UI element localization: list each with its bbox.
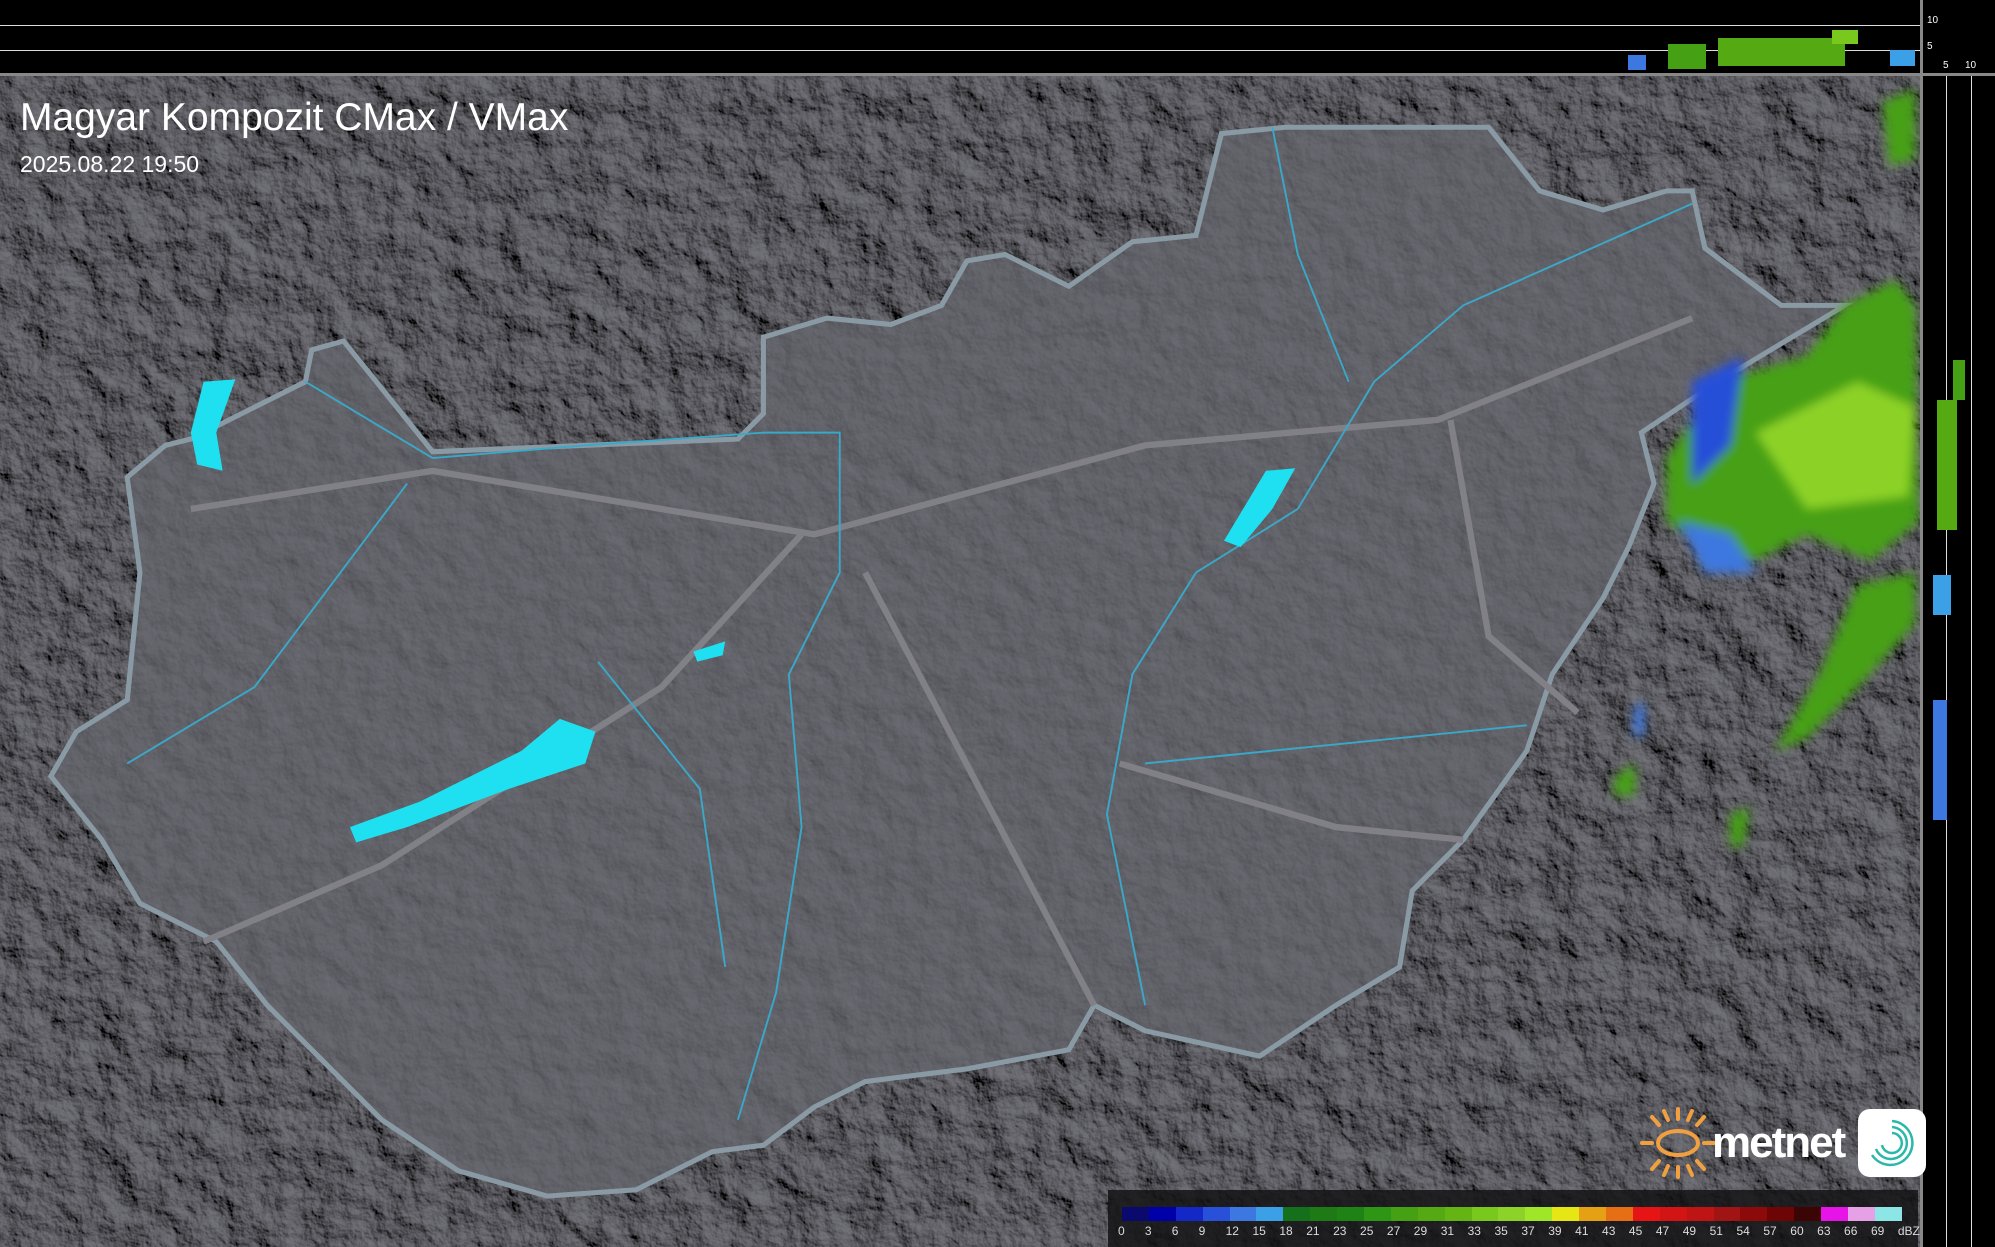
legend-swatch xyxy=(1874,1207,1902,1221)
legend-label: 12 xyxy=(1225,1224,1239,1238)
legend-swatch xyxy=(1552,1207,1580,1221)
legend-unit: dBZ xyxy=(1897,1224,1920,1238)
legend-swatch xyxy=(1498,1207,1526,1221)
legend-swatch xyxy=(1364,1207,1391,1221)
legend-label: 51 xyxy=(1709,1224,1723,1238)
hungary-outline xyxy=(47,124,1855,1199)
legend-label: 27 xyxy=(1386,1224,1401,1238)
tick-label: 10 xyxy=(1927,15,1939,26)
legend-swatch xyxy=(1632,1207,1660,1221)
legend-swatch xyxy=(1471,1207,1499,1221)
dbz-color-legend: 0 3 6 9 12 15 18 21 23 25 27 29 31 33 35 37 39 41 43 45 47 49… xyxy=(1108,1190,1920,1247)
legend-swatch xyxy=(1444,1207,1472,1221)
spiral-icon xyxy=(1858,1109,1927,1177)
legend-swatch xyxy=(1767,1207,1795,1221)
legend-swatch xyxy=(1525,1207,1553,1221)
legend-swatch xyxy=(1175,1207,1203,1221)
legend-swatch xyxy=(1122,1207,1149,1221)
legend-label: 47 xyxy=(1655,1224,1670,1238)
legend-label: 66 xyxy=(1844,1224,1858,1238)
legend-label: 60 xyxy=(1790,1224,1804,1238)
logo-text: metnet xyxy=(1712,1118,1846,1167)
lakes xyxy=(190,379,1296,843)
legend-swatch xyxy=(1579,1207,1607,1221)
legend-labels: 0 3 6 9 12 15 18 21 23 25 27 29 31 33 35 37 39 41 43 45 47 49… xyxy=(1118,1224,1925,1238)
legend-label: 31 xyxy=(1440,1224,1455,1238)
legend-swatch xyxy=(1229,1207,1257,1221)
legend-label: 9 xyxy=(1198,1224,1206,1238)
legend-label: 21 xyxy=(1306,1224,1320,1238)
legend-label: 43 xyxy=(1602,1224,1616,1238)
legend-label: 57 xyxy=(1763,1224,1777,1238)
legend-label: 15 xyxy=(1252,1224,1266,1238)
map-timestamp: 2025.08.22 19:50 xyxy=(20,151,200,177)
legend-swatch xyxy=(1256,1207,1284,1221)
legend-label: 39 xyxy=(1548,1224,1562,1238)
legend-swatch xyxy=(1659,1207,1687,1221)
vertical-profile-top-panel xyxy=(0,0,1920,76)
legend-label: 69 xyxy=(1870,1224,1885,1238)
legend-swatch xyxy=(1740,1207,1768,1221)
vertical-profile-right-panel xyxy=(1920,0,1995,1247)
rivers xyxy=(126,127,1693,1121)
legend-label: 29 xyxy=(1413,1224,1428,1238)
sun-icon xyxy=(1640,1107,1716,1179)
legend-swatch xyxy=(1390,1207,1418,1221)
legend-label: 6 xyxy=(1171,1224,1179,1238)
legend-label: 54 xyxy=(1736,1224,1750,1238)
map-title: Magyar Kompozit CMax / VMax xyxy=(20,96,569,139)
precipitation-echoes xyxy=(1613,89,1919,847)
legend-label: 45 xyxy=(1628,1224,1643,1238)
legend-swatch xyxy=(1310,1207,1338,1221)
legend-swatch xyxy=(1848,1207,1875,1221)
legend-swatch xyxy=(1337,1207,1365,1221)
legend-swatch xyxy=(1794,1207,1822,1221)
right-profile-echoes xyxy=(1933,360,1965,820)
legend-label: 3 xyxy=(1144,1224,1152,1238)
legend-label: 41 xyxy=(1575,1224,1589,1238)
legend-swatch xyxy=(1821,1207,1849,1221)
legend-swatch xyxy=(1283,1207,1311,1221)
legend-label: 0 xyxy=(1118,1224,1125,1238)
lake-neusiedl xyxy=(190,379,236,471)
lake-velence xyxy=(693,641,726,662)
legend-label: 49 xyxy=(1682,1224,1697,1238)
legend-swatches xyxy=(1122,1207,1902,1221)
legend-swatch xyxy=(1686,1207,1714,1221)
legend-label: 63 xyxy=(1817,1224,1831,1238)
legend-label: 25 xyxy=(1360,1224,1374,1238)
tick-label: 10 xyxy=(1965,60,1977,71)
legend-label: 18 xyxy=(1279,1224,1293,1238)
profile-corner: 10 5 5 10 xyxy=(1920,0,1995,76)
legend-swatch xyxy=(1713,1207,1741,1221)
legend-label: 33 xyxy=(1467,1224,1481,1238)
legend-swatch xyxy=(1417,1207,1445,1221)
lake-balaton xyxy=(349,718,596,843)
tick-label: 5 xyxy=(1927,41,1933,52)
legend-swatch xyxy=(1606,1207,1633,1221)
top-profile-echoes xyxy=(1628,30,1915,70)
legend-label: 23 xyxy=(1333,1224,1347,1238)
legend-swatch xyxy=(1202,1207,1230,1221)
lake-tisza xyxy=(1223,468,1296,548)
legend-label: 35 xyxy=(1494,1224,1508,1238)
legend-label: 37 xyxy=(1521,1224,1535,1238)
legend-swatch xyxy=(1148,1207,1176,1221)
tick-label: 5 xyxy=(1943,60,1949,71)
metnet-logo: metnet xyxy=(1638,1105,1927,1181)
